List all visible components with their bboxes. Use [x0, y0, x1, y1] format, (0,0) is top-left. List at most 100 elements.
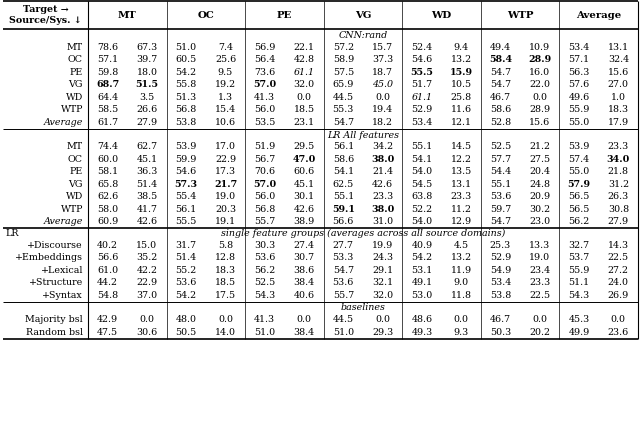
Text: 51.7: 51.7 — [412, 80, 433, 89]
Text: 52.8: 52.8 — [490, 118, 511, 127]
Text: 38.6: 38.6 — [294, 266, 315, 275]
Text: 40.9: 40.9 — [412, 241, 433, 250]
Text: 56.1: 56.1 — [333, 142, 354, 151]
Text: 19.9: 19.9 — [372, 241, 393, 250]
Text: 18.3: 18.3 — [215, 266, 236, 275]
Text: 21.4: 21.4 — [372, 167, 393, 176]
Text: 25.8: 25.8 — [451, 93, 472, 102]
Text: 52.9: 52.9 — [412, 105, 433, 114]
Text: 40.2: 40.2 — [97, 241, 118, 250]
Text: 55.1: 55.1 — [333, 192, 354, 201]
Text: 27.4: 27.4 — [294, 241, 315, 250]
Text: Random bsl: Random bsl — [26, 328, 83, 337]
Text: 51.9: 51.9 — [254, 142, 275, 151]
Text: 24.8: 24.8 — [529, 180, 550, 189]
Text: 54.0: 54.0 — [412, 217, 433, 226]
Text: 56.2: 56.2 — [568, 217, 589, 226]
Text: 56.0: 56.0 — [254, 105, 275, 114]
Text: 55.1: 55.1 — [412, 142, 433, 151]
Text: OC: OC — [198, 11, 214, 19]
Text: MT: MT — [118, 11, 137, 19]
Text: 0.0: 0.0 — [375, 93, 390, 102]
Text: 13.1: 13.1 — [608, 43, 629, 52]
Text: 67.3: 67.3 — [136, 43, 157, 52]
Text: Majority bsl: Majority bsl — [25, 315, 83, 324]
Text: 0.0: 0.0 — [611, 315, 626, 324]
Text: 46.7: 46.7 — [490, 93, 511, 102]
Text: 30.7: 30.7 — [294, 253, 315, 262]
Text: 22.5: 22.5 — [608, 253, 629, 262]
Text: 45.3: 45.3 — [568, 315, 589, 324]
Text: 57.0: 57.0 — [253, 80, 276, 89]
Text: 48.0: 48.0 — [176, 315, 196, 324]
Text: 26.9: 26.9 — [608, 291, 629, 300]
Text: 54.7: 54.7 — [490, 217, 511, 226]
Text: 22.1: 22.1 — [294, 43, 315, 52]
Text: 56.4: 56.4 — [254, 55, 275, 64]
Text: 56.8: 56.8 — [175, 105, 197, 114]
Text: WD: WD — [66, 192, 83, 201]
Text: 5.8: 5.8 — [218, 241, 233, 250]
Text: 31.2: 31.2 — [608, 180, 629, 189]
Text: 9.5: 9.5 — [218, 68, 233, 77]
Text: 54.4: 54.4 — [490, 167, 511, 176]
Text: +Structure: +Structure — [29, 278, 83, 287]
Text: 54.2: 54.2 — [175, 291, 196, 300]
Text: 15.7: 15.7 — [372, 43, 393, 52]
Text: 19.0: 19.0 — [529, 253, 550, 262]
Text: 51.5: 51.5 — [136, 80, 159, 89]
Text: 16.0: 16.0 — [529, 68, 550, 77]
Text: 14.3: 14.3 — [608, 241, 629, 250]
Text: 57.3: 57.3 — [175, 180, 198, 189]
Text: 30.6: 30.6 — [136, 328, 157, 337]
Text: 17.0: 17.0 — [215, 142, 236, 151]
Text: WD: WD — [66, 93, 83, 102]
Text: 54.9: 54.9 — [490, 266, 511, 275]
Text: 53.6: 53.6 — [333, 278, 354, 287]
Text: 14.0: 14.0 — [215, 328, 236, 337]
Text: 55.9: 55.9 — [568, 266, 589, 275]
Text: 56.6: 56.6 — [333, 217, 354, 226]
Text: 51.1: 51.1 — [568, 278, 589, 287]
Text: 49.9: 49.9 — [568, 328, 589, 337]
Text: 59.1: 59.1 — [332, 205, 355, 214]
Text: LR: LR — [5, 229, 19, 238]
Text: 9.3: 9.3 — [454, 328, 469, 337]
Text: 56.8: 56.8 — [254, 205, 275, 214]
Text: 15.6: 15.6 — [608, 68, 629, 77]
Text: 31.7: 31.7 — [175, 241, 196, 250]
Text: 59.7: 59.7 — [490, 205, 511, 214]
Text: 47.5: 47.5 — [97, 328, 118, 337]
Text: 55.7: 55.7 — [333, 291, 354, 300]
Text: 25.3: 25.3 — [490, 241, 511, 250]
Text: 27.2: 27.2 — [608, 266, 629, 275]
Text: PE: PE — [276, 11, 292, 19]
Text: 13.1: 13.1 — [451, 180, 472, 189]
Text: 12.8: 12.8 — [215, 253, 236, 262]
Text: 53.4: 53.4 — [568, 43, 589, 52]
Text: 62.6: 62.6 — [97, 192, 118, 201]
Text: 52.5: 52.5 — [254, 278, 275, 287]
Text: 54.1: 54.1 — [333, 167, 354, 176]
Text: 23.6: 23.6 — [608, 328, 629, 337]
Text: 61.7: 61.7 — [97, 118, 118, 127]
Text: 56.5: 56.5 — [568, 192, 589, 201]
Text: 38.5: 38.5 — [136, 192, 157, 201]
Text: 61.1: 61.1 — [294, 68, 315, 77]
Text: 20.2: 20.2 — [529, 328, 550, 337]
Text: 19.4: 19.4 — [372, 105, 393, 114]
Text: 31.0: 31.0 — [372, 217, 393, 226]
Text: 29.5: 29.5 — [294, 142, 315, 151]
Text: 23.1: 23.1 — [294, 118, 315, 127]
Text: 73.6: 73.6 — [254, 68, 275, 77]
Text: Average: Average — [44, 217, 83, 226]
Text: 54.8: 54.8 — [97, 291, 118, 300]
Text: 51.3: 51.3 — [175, 93, 197, 102]
Text: 23.3: 23.3 — [608, 142, 629, 151]
Text: 29.1: 29.1 — [372, 266, 393, 275]
Text: 30.8: 30.8 — [608, 205, 629, 214]
Text: 27.5: 27.5 — [529, 155, 550, 164]
Text: 65.9: 65.9 — [333, 80, 354, 89]
Text: 53.5: 53.5 — [254, 118, 275, 127]
Text: 49.4: 49.4 — [490, 43, 511, 52]
